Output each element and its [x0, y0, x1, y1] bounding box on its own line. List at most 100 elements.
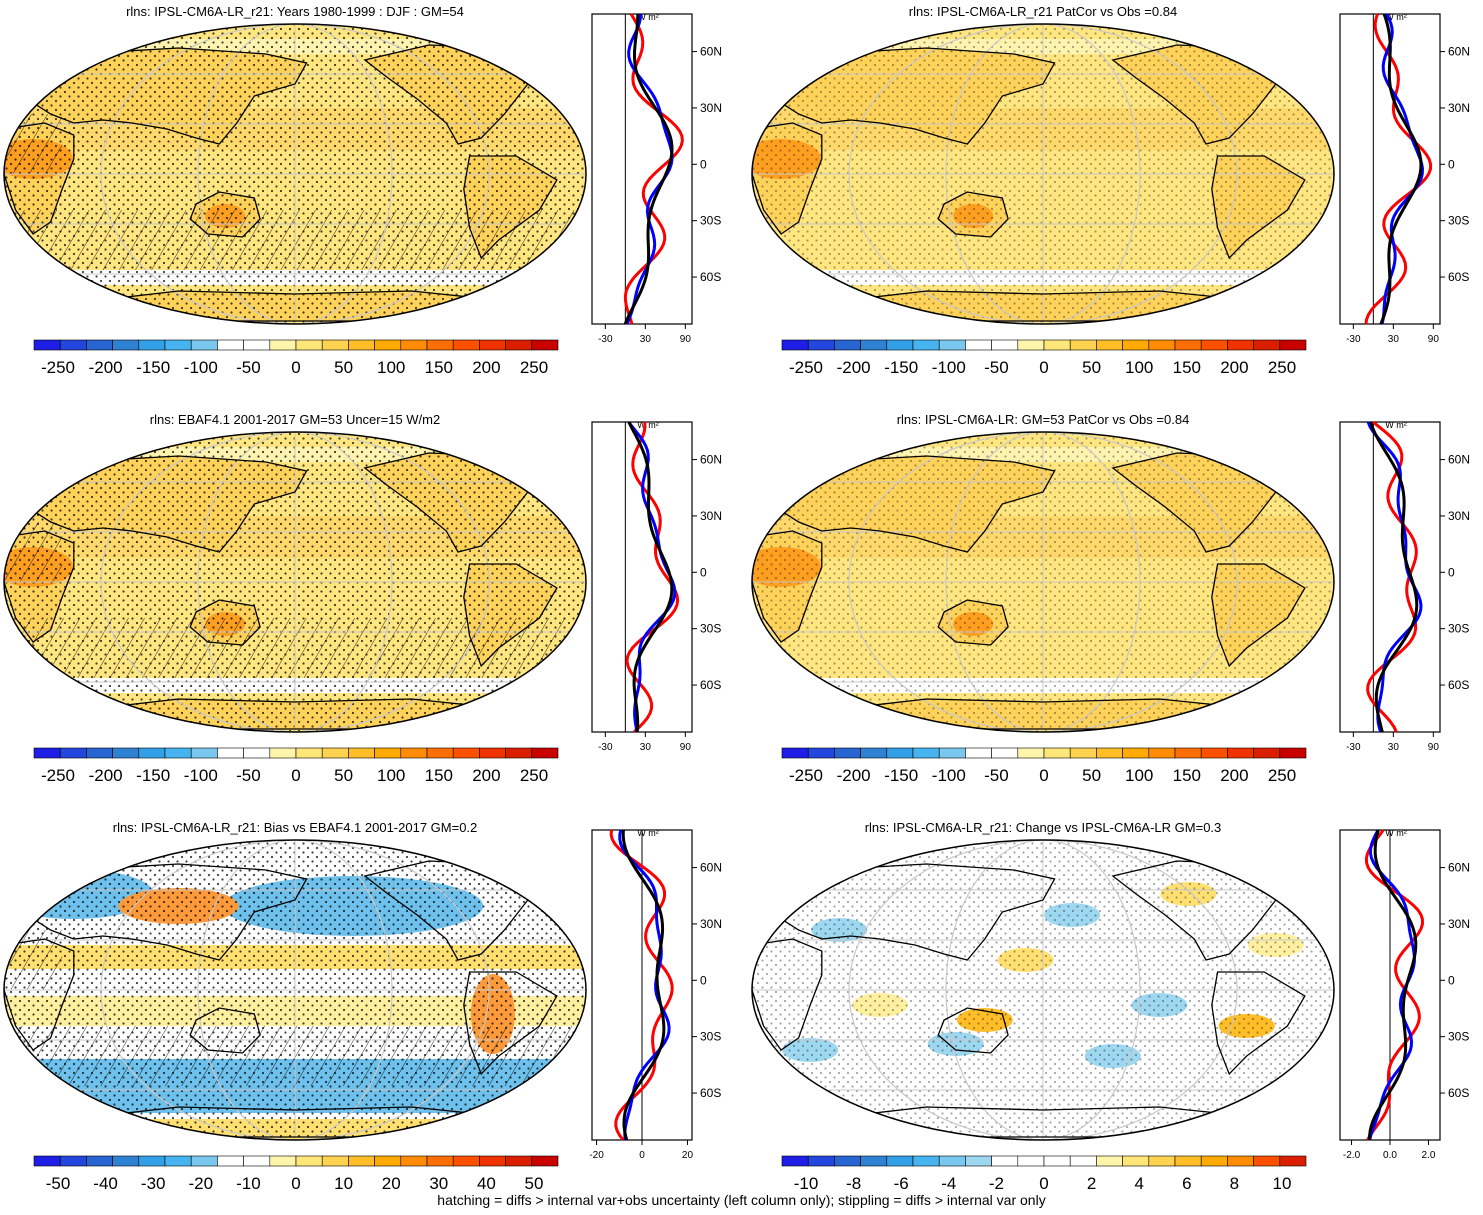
profile-line-obs [609, 829, 674, 1141]
colorbar-tick-label: 200 [472, 766, 500, 785]
colorbar-swatch [164, 1155, 192, 1167]
colorbar-swatch [190, 1155, 218, 1167]
colorbar-swatch [860, 339, 888, 351]
colorbar-swatch [1069, 747, 1097, 759]
profile-line-mean [1379, 13, 1423, 325]
colorbar-swatch [86, 747, 113, 759]
colorbar-tick-label: 50 [1082, 766, 1101, 785]
panel-5: rlns: IPSL-CM6A-LR_r21: Bias vs EBAF4.1 … [3, 820, 722, 1193]
colorbar-swatch [138, 747, 166, 759]
colorbar-swatch [1148, 1155, 1176, 1167]
colorbar-swatch [991, 747, 1019, 759]
colorbar-tick-label: 30 [429, 1174, 448, 1193]
map-field-2 [752, 24, 1334, 324]
colorbar-swatch [531, 747, 559, 759]
colorbar-tick-label: 150 [425, 766, 453, 785]
colorbar-tick-label: -50 [46, 1174, 71, 1193]
colorbar-swatch [348, 1155, 375, 1167]
colorbar-swatch [243, 339, 271, 351]
colorbar-swatch [374, 1155, 402, 1167]
colorbar-tick-label: 8 [1230, 1174, 1239, 1193]
colorbar-tick-label: 200 [1220, 766, 1248, 785]
colorbar-tick-label: 0 [291, 358, 300, 377]
colorbar-tick-label: 150 [425, 358, 453, 377]
profile-x-tick-label: 30 [640, 742, 652, 753]
colorbar-swatch [1122, 747, 1150, 759]
colorbar-swatch [965, 339, 992, 351]
profile-lat-label: 0 [700, 157, 707, 171]
colorbar-tick-label: 200 [472, 358, 500, 377]
panel-title: rlns: IPSL-CM6A-LR_r21: Bias vs EBAF4.1 … [113, 820, 478, 835]
zonal-profile-5: -20 0 20 60N 30N 0 30S 60S W m² [589, 828, 722, 1161]
colorbar-tick-label: 40 [477, 1174, 496, 1193]
zonal-profile-3: -30 30 90 60N 30N 0 30S 60S W m² [591, 420, 722, 753]
profile-line-obs [1364, 13, 1433, 325]
colorbar-swatch [886, 339, 914, 351]
colorbar-swatch [452, 339, 480, 351]
colorbar-swatch [912, 1155, 940, 1167]
profile-unit-label: W m² [637, 828, 659, 838]
colorbar-swatch [243, 747, 271, 759]
colorbar-swatch [1096, 339, 1123, 351]
profile-lat-label: 60S [700, 1086, 721, 1100]
colorbar-tick-label: -4 [941, 1174, 956, 1193]
profile-lat-label: 60S [700, 678, 721, 692]
profile-unit-label: W m² [1385, 12, 1407, 22]
colorbar-swatch [1043, 1155, 1071, 1167]
profile-lat-label: 30S [700, 1030, 721, 1044]
colorbar-tick-label: -150 [136, 766, 170, 785]
colorbar-swatch [781, 339, 809, 351]
profile-x-tick-label: 90 [680, 334, 692, 345]
colorbar-swatch [1069, 339, 1097, 351]
map-border [3, 23, 587, 325]
colorbar-tick-label: 0 [291, 766, 300, 785]
map-border [751, 431, 1335, 733]
profile-lat-label: 30N [700, 917, 722, 931]
colorbar-swatch [991, 1155, 1019, 1167]
zonal-profile-4: -30 30 90 60N 30N 0 30S 60S W m² [1339, 420, 1470, 753]
profile-unit-label: W m² [1385, 420, 1407, 430]
colorbar-tick-label: -30 [141, 1174, 166, 1193]
map-field-4 [752, 432, 1334, 732]
colorbar-swatch [190, 747, 218, 759]
colorbar-tick-label: 150 [1173, 766, 1201, 785]
colorbar-tick-label: -200 [89, 766, 123, 785]
profile-x-tick-label: 0.0 [1383, 1150, 1397, 1161]
colorbar-swatch [33, 747, 61, 759]
colorbar-swatch [269, 1155, 297, 1167]
colorbar-tick-label: 100 [377, 358, 405, 377]
colorbar-6: -10 -8 -6 -4 -2 0 2 4 6 8 10 [781, 1155, 1307, 1193]
colorbar-swatch [295, 747, 323, 759]
colorbar-tick-label: -50 [236, 358, 261, 377]
colorbar-swatch [991, 339, 1019, 351]
colorbar-swatch [886, 1155, 914, 1167]
colorbar-1: -250 -200 -150 -100 -50 0 50 100 150 200 250 [33, 339, 559, 377]
colorbar-tick-label: -40 [93, 1174, 118, 1193]
colorbar-swatch [1253, 339, 1281, 351]
colorbar-tick-label: 100 [1125, 358, 1153, 377]
colorbar-swatch [452, 1155, 480, 1167]
profile-x-tick-label: -30 [598, 742, 613, 753]
colorbar-swatch [1043, 339, 1071, 351]
colorbar-tick-label: 50 [334, 358, 353, 377]
colorbar-swatch [1017, 747, 1045, 759]
colorbar-tick-label: 50 [525, 1174, 544, 1193]
profile-unit-label: W m² [637, 420, 659, 430]
colorbar-swatch [426, 339, 454, 351]
colorbar-tick-label: 2 [1087, 1174, 1096, 1193]
panel-title: rlns: IPSL-CM6A-LR_r21 PatCor vs Obs =0.… [909, 4, 1177, 19]
colorbar-tick-label: -50 [236, 766, 261, 785]
profile-lat-label: 60N [1448, 45, 1470, 59]
profile-x-tick-label: -30 [1346, 742, 1361, 753]
profile-x-tick-label: 0 [639, 1150, 645, 1161]
colorbar-swatch [217, 339, 244, 351]
profile-lat-label: 60N [700, 453, 722, 467]
colorbar-swatch [781, 1155, 809, 1167]
colorbar-2: -250 -200 -150 -100 -50 0 50 100 150 200 250 [781, 339, 1307, 377]
colorbar-swatch [1017, 339, 1045, 351]
colorbar-swatch [834, 339, 861, 351]
profile-lat-label: 30N [1448, 917, 1470, 931]
profile-lat-label: 30S [700, 622, 721, 636]
colorbar-swatch [1122, 1155, 1150, 1167]
colorbar-swatch [86, 339, 113, 351]
